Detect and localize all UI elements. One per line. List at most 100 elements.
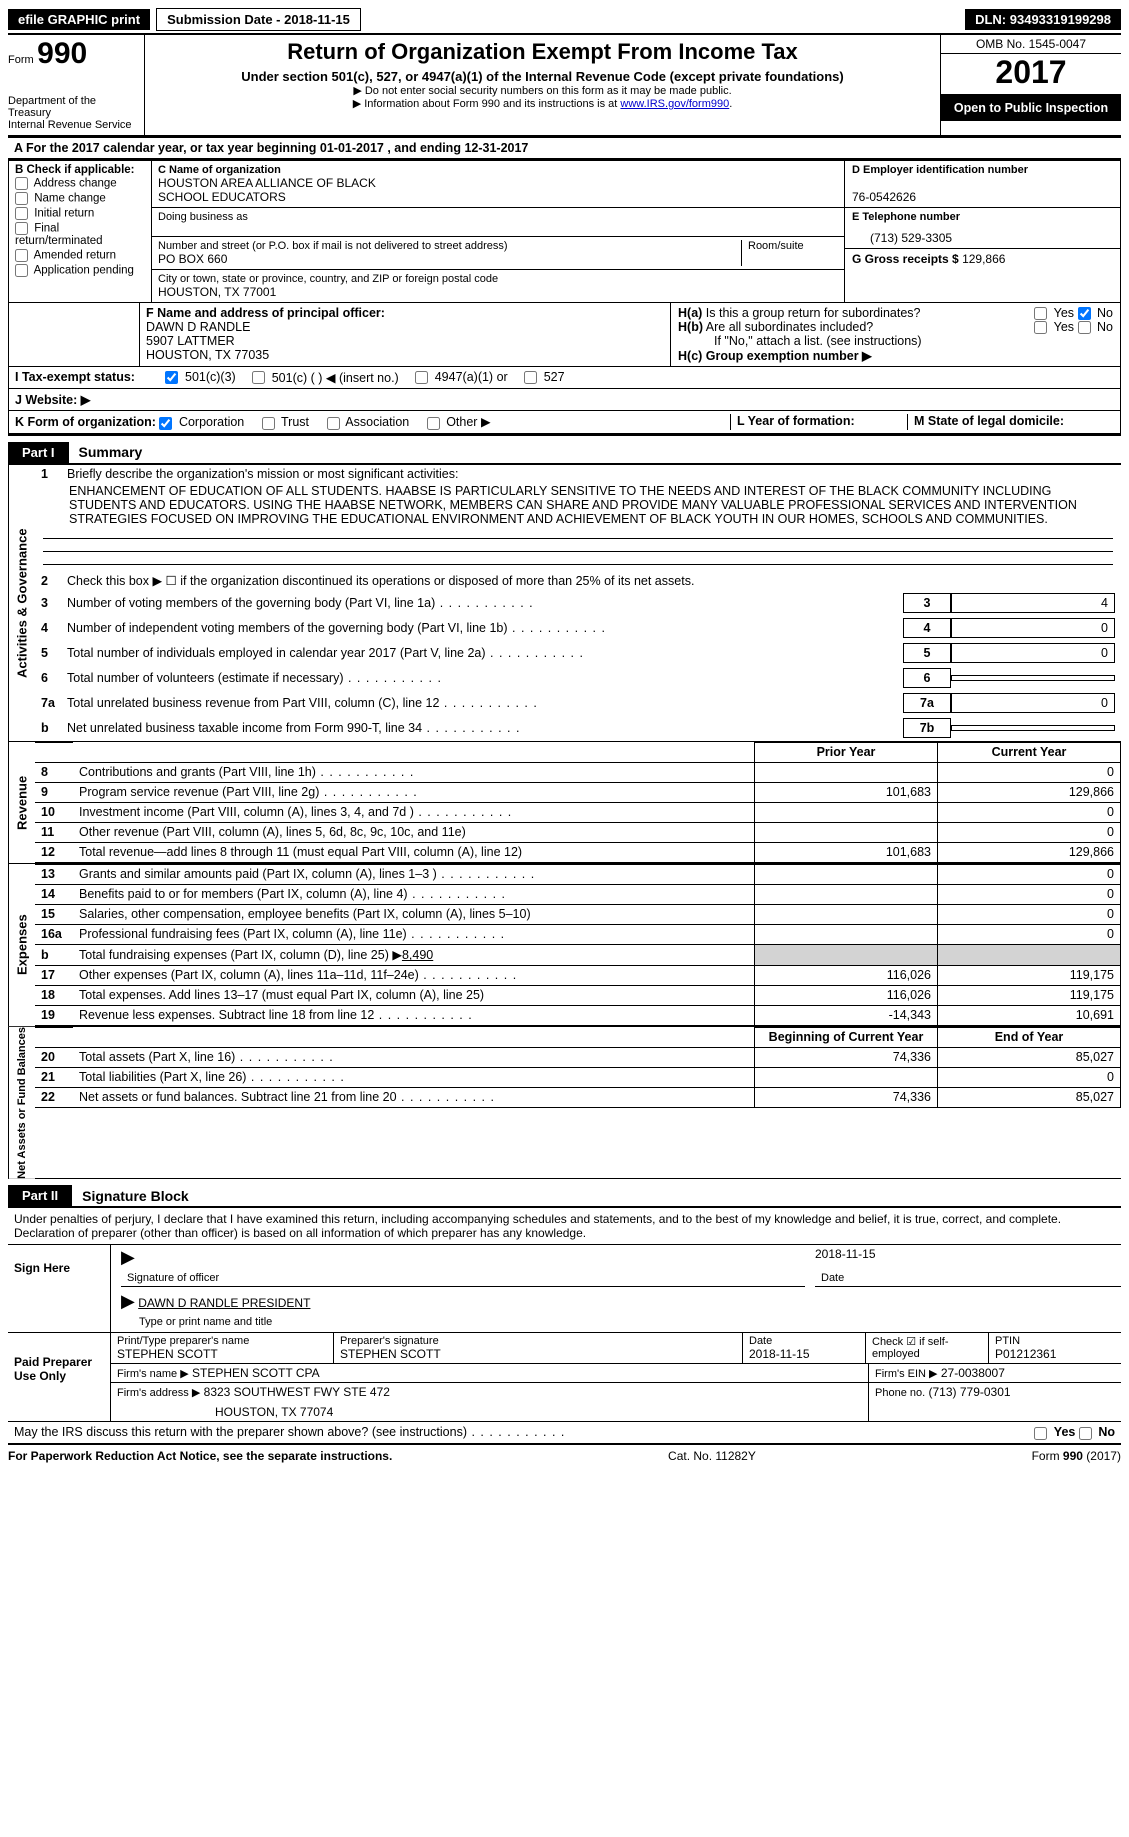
officer-street: 5907 LATTMER [146,334,664,348]
i-label: I Tax-exempt status: [15,370,165,385]
section-bcdeg: B Check if applicable: Address change Na… [8,158,1121,303]
ptin-value: P01212361 [995,1347,1115,1361]
gross-cell: G Gross receipts $ 129,866 [845,249,1120,269]
ha-yes[interactable] [1034,307,1047,320]
part1-tab: Part I [8,442,69,463]
expenses-section: Expenses 13Grants and similar amounts pa… [8,863,1121,1026]
chk-4947[interactable] [415,370,428,385]
main-title: Return of Organization Exempt From Incom… [153,39,932,65]
prep-name: STEPHEN SCOTT [117,1347,327,1361]
governance-sidebar: Activities & Governance [8,465,35,741]
officer-name-title: DAWN D RANDLE PRESIDENT [138,1296,310,1310]
public-inspection: Open to Public Inspection [941,95,1121,121]
firm-name-label: Firm's name ▶ [117,1368,189,1380]
prior-year-header: Prior Year [755,742,938,762]
expenses-table: 13Grants and similar amounts paid (Part … [35,864,1121,1026]
chk-application-pending[interactable]: Application pending [15,263,145,278]
ha-no[interactable] [1078,307,1091,320]
chk-amended-return[interactable]: Amended return [15,248,145,263]
street-value: PO BOX 660 [158,252,741,266]
ein-label: D Employer identification number [852,164,1113,176]
chk-trust[interactable] [262,417,275,430]
part1-title: Summary [69,444,143,460]
part1-header: Part I Summary [8,442,1121,463]
officer-name: DAWN D RANDLE [146,320,664,334]
revenue-section: Revenue Prior YearCurrent Year 8Contribu… [8,741,1121,863]
firm-addr-label: Firm's address ▶ [117,1387,200,1399]
chk-501c[interactable] [252,370,265,385]
discuss-yes[interactable] [1034,1427,1047,1440]
l4-label: Number of independent voting members of … [67,621,903,635]
line-a: A For the 2017 calendar year, or tax yea… [8,135,1121,158]
submission-date-box: Submission Date - 2018-11-15 [156,8,361,31]
dept-treasury: Department of the Treasury [8,95,138,119]
hc-label: H(c) Group exemption number ▶ [678,348,1113,363]
l2-label: Check this box ▶ ☐ if the organization d… [67,573,694,588]
street-label: Number and street (or P.O. box if mail i… [158,240,741,252]
ptin-label: PTIN [995,1335,1115,1347]
phone-cell: E Telephone number (713) 529-3305 [845,208,1120,249]
line-j: J Website: ▶ [8,389,1121,411]
submission-label: Submission Date - [167,12,284,27]
sign-here-label: Sign Here [8,1245,111,1332]
org-name-label: C Name of organization [158,164,838,176]
signature-block: Under penalties of perjury, I declare th… [8,1206,1121,1444]
city-label: City or town, state or province, country… [158,273,838,285]
irs-link[interactable]: www.IRS.gov/form990 [620,98,729,110]
phone-value: (713) 529-3305 [852,223,1113,245]
tax-year: 2017 [941,54,1121,95]
firm-phone: (713) 779-0301 [929,1385,1011,1399]
col-b: B Check if applicable: Address change Na… [9,161,152,302]
form-label: Form [8,54,34,66]
expenses-sidebar: Expenses [8,864,35,1026]
self-emp: Check ☑ if self-employed [866,1333,989,1364]
chk-association[interactable] [327,417,340,430]
chk-address-change[interactable]: Address change [15,176,145,191]
ein-value: 76-0542626 [852,190,1113,204]
chk-501c3[interactable] [165,370,178,385]
begin-year-header: Beginning of Current Year [755,1027,938,1047]
hb-yes[interactable] [1034,321,1047,334]
header-left: Form 990 Department of the Treasury Inte… [8,35,145,135]
dln-value: 93493319199298 [1010,12,1111,27]
omb-number: OMB No. 1545-0047 [941,35,1121,54]
section-fh: F Name and address of principal officer:… [8,303,1121,367]
chk-initial-return[interactable]: Initial return [15,206,145,221]
a-begin: 01-01-2017 [320,141,384,155]
h-cell: H(a) Is this a group return for subordin… [671,303,1120,366]
governance-section: Activities & Governance 1Briefly describ… [8,463,1121,741]
hb-no[interactable] [1078,321,1091,334]
dba-label: Doing business as [158,211,838,223]
a-mid: , and ending [387,141,464,155]
l7b-value [951,725,1115,731]
chk-final-return[interactable]: Final return/terminated [15,221,145,248]
j-label: J Website: ▶ [15,393,90,407]
col-d: D Employer identification number 76-0542… [844,161,1120,302]
net-table: Beginning of Current YearEnd of Year 20T… [35,1027,1121,1108]
l6-value [951,675,1115,681]
chk-name-change[interactable]: Name change [15,191,145,206]
chk-corporation[interactable] [159,417,172,430]
line-i: I Tax-exempt status: 501(c)(3) 501(c) ( … [8,367,1121,389]
revenue-sidebar: Revenue [8,742,35,863]
chk-other[interactable] [427,417,440,430]
firm-ein: 27-0038007 [941,1366,1005,1380]
top-bar: efile GRAPHIC print Submission Date - 20… [8,8,1121,31]
irs-label: Internal Revenue Service [8,119,138,131]
gross-value: 129,866 [962,252,1005,266]
l3-label: Number of voting members of the governin… [67,596,903,610]
part2-title: Signature Block [72,1188,189,1204]
officer-city: HOUSTON, TX 77035 [146,348,664,362]
prep-sig-label: Preparer's signature [340,1335,736,1347]
city-cell: City or town, state or province, country… [152,270,844,302]
discuss-no[interactable] [1079,1427,1092,1440]
l6-label: Total number of volunteers (estimate if … [67,671,903,685]
chk-527[interactable] [524,370,537,385]
efile-badge: efile GRAPHIC print [8,9,150,30]
firm-addr1: 8323 SOUTHWEST FWY STE 472 [204,1385,390,1399]
l-label: L Year of formation: [737,414,855,428]
end-year-header: End of Year [938,1027,1121,1047]
phone-label: E Telephone number [852,211,1113,223]
sig-date: 2018-11-15 [809,1245,1121,1270]
footer-left: For Paperwork Reduction Act Notice, see … [8,1449,392,1463]
